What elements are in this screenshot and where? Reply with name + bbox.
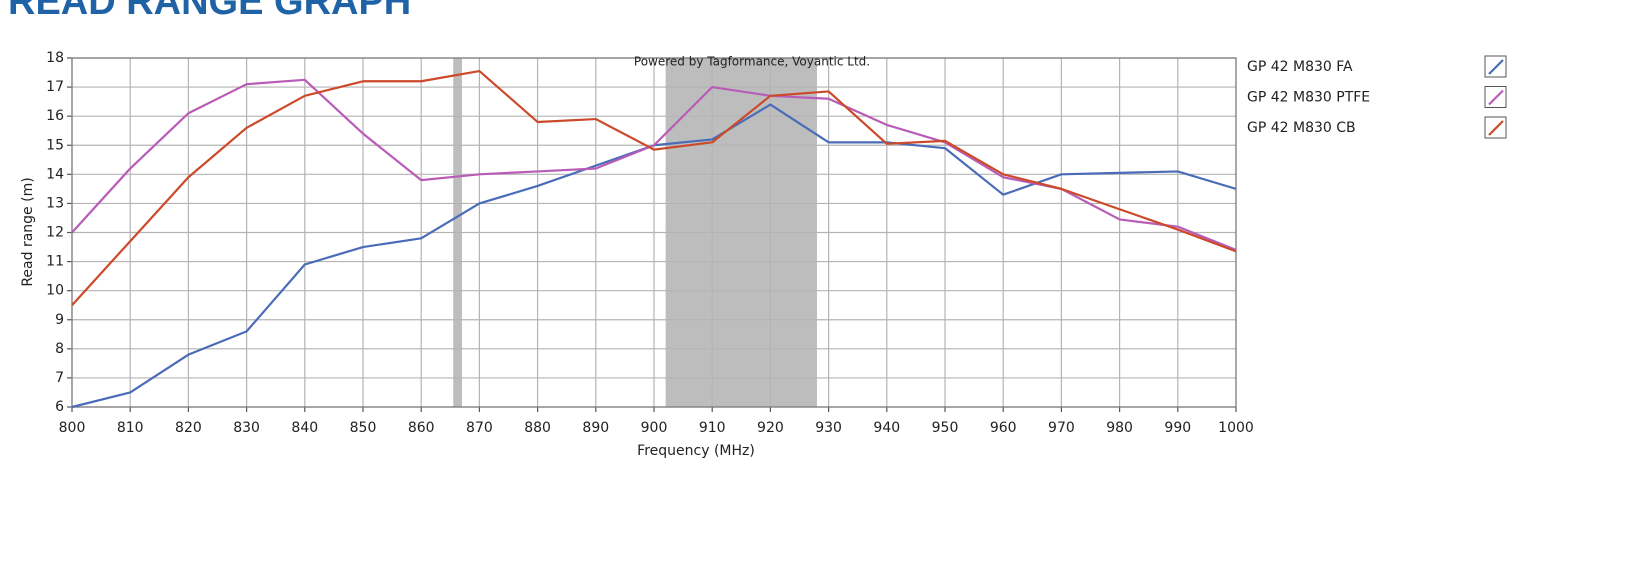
x-tick-label: 830 <box>233 420 260 436</box>
legend-label: GP 42 M830 CB <box>1247 120 1356 136</box>
x-tick-label: 980 <box>1106 420 1133 436</box>
y-tick-label: 7 <box>55 370 64 386</box>
x-tick-label: 810 <box>117 420 144 436</box>
y-axis-label: Read range (m) <box>20 177 36 286</box>
x-tick-label: 840 <box>291 420 318 436</box>
y-tick-label: 16 <box>46 108 64 124</box>
y-tick-label: 17 <box>46 79 64 95</box>
y-tick-label: 13 <box>46 195 64 211</box>
x-tick-label: 990 <box>1164 420 1191 436</box>
x-tick-label: 900 <box>641 420 668 436</box>
x-tick-label: 1000 <box>1218 420 1254 436</box>
annotation: Powered by Tagformance, Voyantic Ltd. <box>634 55 870 69</box>
legend-swatch-line <box>1488 89 1504 106</box>
legend-label: GP 42 M830 FA <box>1247 59 1353 75</box>
x-axis-label: Frequency (MHz) <box>637 443 755 459</box>
x-tick-label: 970 <box>1048 420 1075 436</box>
x-tick-label: 800 <box>59 420 86 436</box>
x-tick-label: 880 <box>524 420 551 436</box>
chart-title: READ RANGE GRAPH <box>8 0 411 23</box>
y-tick-label: 11 <box>46 254 64 270</box>
x-tick-label: 860 <box>408 420 435 436</box>
legend-swatch-line <box>1488 59 1504 75</box>
legend-swatch-line <box>1488 120 1504 136</box>
x-tick-label: 870 <box>466 420 493 436</box>
legend-label: GP 42 M830 PTFE <box>1247 90 1370 106</box>
x-tick-label: 890 <box>582 420 609 436</box>
x-tick-label: 920 <box>757 420 784 436</box>
series-line <box>71 69 1237 306</box>
y-tick-label: 18 <box>46 50 64 66</box>
y-tick-label: 15 <box>46 137 64 153</box>
x-tick-label: 820 <box>175 420 202 436</box>
x-tick-label: 910 <box>699 420 726 436</box>
y-tick-label: 8 <box>55 341 64 357</box>
x-tick-label: 940 <box>873 420 900 436</box>
x-tick-label: 850 <box>350 420 377 436</box>
y-tick-label: 6 <box>55 399 64 415</box>
y-tick-label: 14 <box>46 166 64 182</box>
x-tick-label: 960 <box>990 420 1017 436</box>
y-tick-label: 9 <box>55 312 64 328</box>
x-tick-label: 930 <box>815 420 842 436</box>
y-tick-label: 10 <box>46 283 64 299</box>
x-tick-label: 950 <box>932 420 959 436</box>
y-tick-label: 12 <box>46 225 64 241</box>
